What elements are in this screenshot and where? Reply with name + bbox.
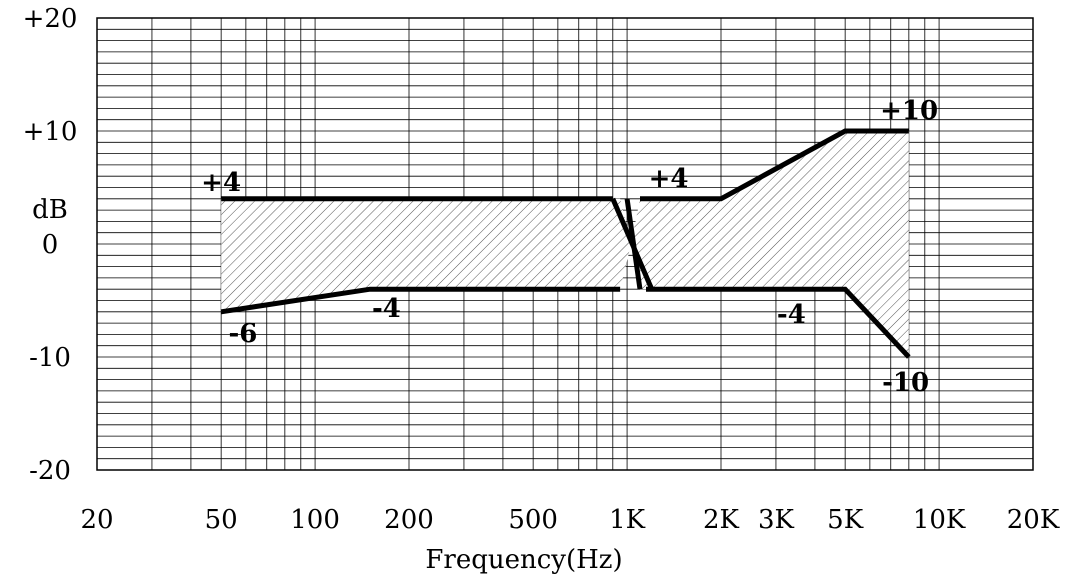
tolerance-band [221, 131, 909, 357]
x-tick-label: 1K [609, 505, 646, 535]
annotation-label: -6 [228, 319, 257, 349]
x-tick-label: 100 [290, 505, 340, 535]
x-tick-label: 5K [827, 505, 864, 535]
x-tick-label: 20 [80, 505, 113, 535]
x-tick-label: 3K [758, 505, 795, 535]
x-tick-labels: 20 50 100 200 500 1K 2K 3K 5K 10K 20K [80, 505, 1059, 535]
y-tick-label: +10 [23, 117, 78, 147]
annotations: +4 -6 -4 +4 +10 -4 -10 [201, 96, 938, 398]
y-tick-labels: +20 +10 0 -10 -20 [23, 4, 78, 486]
x-tick-label: 50 [205, 505, 238, 535]
response-line [624, 198, 643, 290]
band-hatch [221, 131, 909, 357]
annotation-label: -10 [882, 368, 929, 398]
x-tick-label: 500 [508, 505, 558, 535]
x-tick-label: 10K [913, 505, 966, 535]
y-tick-label: -20 [29, 456, 71, 486]
x-tick-label: 200 [384, 505, 434, 535]
response-lines [220, 128, 911, 359]
response-line [220, 286, 621, 315]
y-tick-label: 0 [42, 230, 59, 260]
annotation-label: +10 [880, 96, 938, 126]
annotation-label: +4 [201, 168, 241, 198]
annotation-label: -4 [777, 300, 806, 330]
response-line [639, 128, 909, 202]
x-tick-label: 20K [1007, 505, 1060, 535]
y-tick-label: +20 [23, 4, 78, 34]
y-axis-label: dB [32, 195, 68, 225]
x-tick-label: 2K [703, 505, 740, 535]
x-axis-label: Frequency(Hz) [425, 545, 622, 575]
annotation-label: +4 [649, 164, 689, 194]
y-tick-label: -10 [29, 343, 71, 373]
annotation-label: -4 [372, 294, 401, 324]
response-line [646, 286, 911, 359]
